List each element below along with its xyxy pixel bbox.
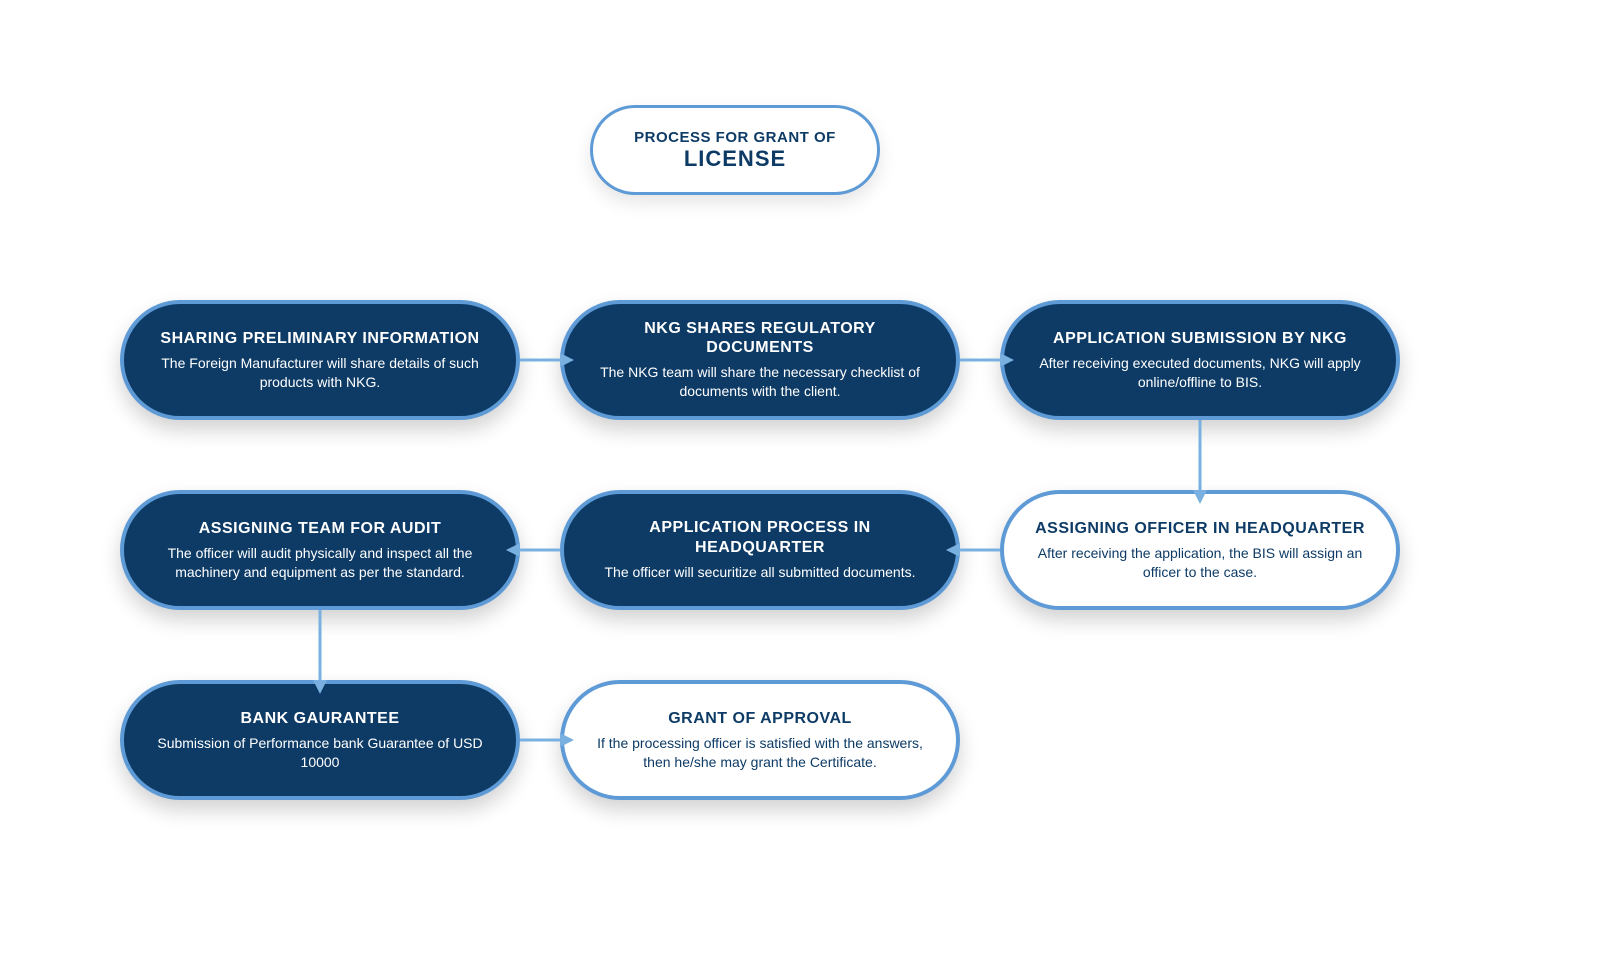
step-grant-approval: GRANT OF APPROVAL If the processing offic… (560, 680, 960, 800)
step-title: APPLICATION PROCESS IN HEADQUARTER (592, 518, 928, 556)
step-preliminary-info: SHARING PRELIMINARY INFORMATION The Forei… (120, 300, 520, 420)
step-desc: The NKG team will share the necessary ch… (592, 363, 928, 401)
step-title: APPLICATION SUBMISSION BY NKG (1053, 329, 1347, 348)
step-process-hq: APPLICATION PROCESS IN HEADQUARTER The of… (560, 490, 960, 610)
step-title: BANK GAURANTEE (241, 709, 400, 728)
step-desc: The officer will securitize all submitte… (605, 563, 916, 582)
diagram-title-main: LICENSE (684, 146, 786, 172)
step-title: GRANT OF APPROVAL (668, 709, 852, 728)
step-regulatory-docs: NKG SHARES REGULATORY DOCUMENTS The NKG t… (560, 300, 960, 420)
step-desc: After receiving the application, the BIS… (1032, 544, 1368, 582)
step-title: NKG SHARES REGULATORY DOCUMENTS (592, 319, 928, 357)
step-desc: If the processing officer is satisfied w… (592, 734, 928, 772)
diagram-title: PROCESS FOR GRANT OFLICENSE (590, 105, 880, 195)
step-desc: Submission of Performance bank Guarantee… (152, 734, 488, 772)
diagram-title-pre: PROCESS FOR GRANT OF (634, 129, 836, 146)
flowchart-canvas: PROCESS FOR GRANT OFLICENSE SHARING PRELI… (0, 0, 1600, 957)
step-desc: The officer will audit physically and in… (152, 544, 488, 582)
step-audit-team: ASSIGNING TEAM FOR AUDIT The officer will… (120, 490, 520, 610)
step-desc: The Foreign Manufacturer will share deta… (152, 354, 488, 392)
step-bank-guarantee: BANK GAURANTEE Submission of Performance … (120, 680, 520, 800)
step-title: SHARING PRELIMINARY INFORMATION (160, 329, 479, 348)
step-title: ASSIGNING OFFICER IN HEADQUARTER (1035, 519, 1365, 538)
step-desc: After receiving executed documents, NKG … (1032, 354, 1368, 392)
step-assign-officer: ASSIGNING OFFICER IN HEADQUARTER After re… (1000, 490, 1400, 610)
step-application-submission: APPLICATION SUBMISSION BY NKG After recei… (1000, 300, 1400, 420)
step-title: ASSIGNING TEAM FOR AUDIT (199, 519, 442, 538)
